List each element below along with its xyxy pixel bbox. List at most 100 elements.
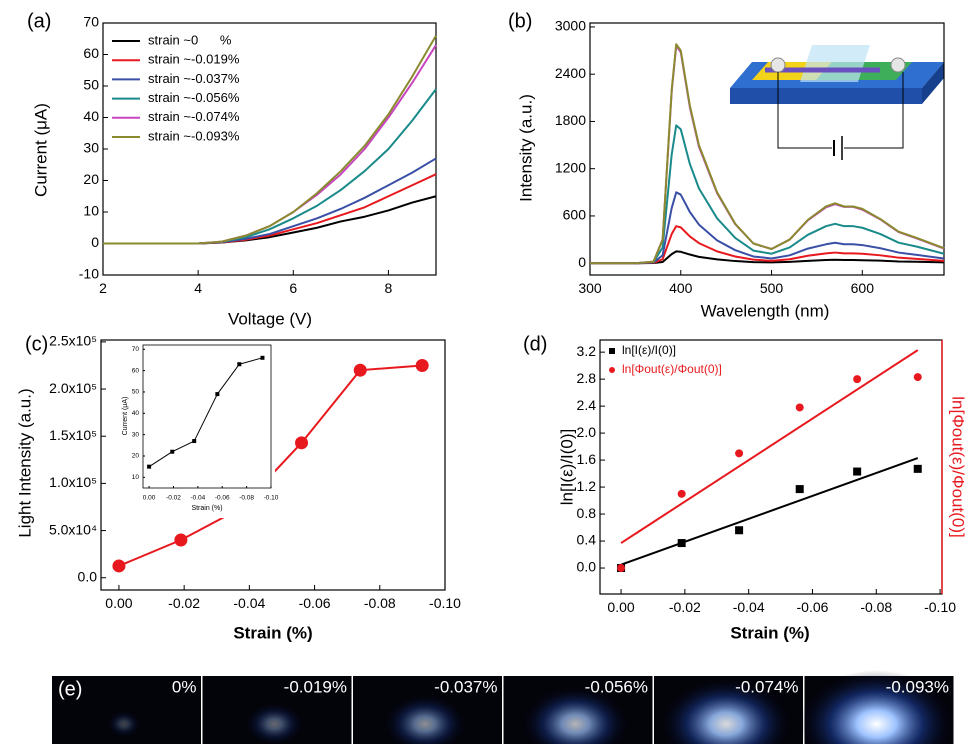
x-tick-label: -0.10: [924, 599, 956, 615]
y-tick-label: 3.2: [577, 343, 597, 359]
data-point: [853, 467, 862, 476]
emission-glow: [244, 702, 305, 744]
y-axis-label: Intensity (a.u.): [516, 94, 535, 202]
data-point: [913, 373, 922, 382]
emission-glow: [106, 710, 142, 738]
y-tick-label: 70: [83, 14, 99, 30]
frame-label: -0.019%: [284, 677, 347, 696]
x-tick-label: -0.08: [364, 595, 396, 611]
series-line: [590, 43, 945, 265]
x-tick-label: 0.00: [105, 595, 132, 611]
y-tick-label: 40: [132, 410, 140, 417]
legend-label: strain ~-0.037%: [148, 71, 240, 86]
y2-axis-label: ln[Φout(ε)/Φout(0)]: [949, 396, 968, 537]
plot-frame: [589, 22, 945, 276]
x-tick-label: 6: [289, 280, 297, 296]
data-point: [170, 449, 175, 454]
device-schematic: [730, 45, 944, 160]
series-line: [590, 191, 945, 265]
series-line: [590, 250, 945, 265]
y-tick-label: 600: [563, 207, 587, 223]
panel: 0.00 -0.02 -0.04 -0.06 -0.08 -0.10 10 20 30 40 50 6…: [122, 344, 279, 512]
data-point: [112, 559, 126, 573]
x-tick-label: 400: [669, 280, 693, 296]
data-point: [192, 439, 197, 444]
y-tick-label: 20: [132, 453, 140, 460]
y-tick-label: 0.8: [577, 505, 597, 521]
legend-swatch: [609, 348, 615, 354]
y-tick-label: 2.5x10⁵: [49, 333, 97, 349]
x-axis-label: Strain (%): [233, 623, 312, 642]
x-tick-label: 600: [851, 280, 875, 296]
frame-label: -0.056%: [585, 677, 648, 696]
y-tick-label: 2.4: [577, 397, 597, 413]
legend-swatch: [609, 367, 615, 373]
y-tick-label: 2.0: [577, 424, 597, 440]
legend-label: ln[Φout(ε)/Φout(0)]: [622, 362, 722, 376]
y-tick-label: 2.8: [577, 370, 597, 386]
y-tick-label: 60: [132, 367, 140, 374]
x-tick-label: -0.08: [239, 495, 254, 502]
y-tick-label: 0: [578, 254, 586, 270]
y-tick-label: -10: [79, 266, 99, 282]
x-tick-label: 0.00: [607, 599, 634, 615]
legend-label: strain ~-0.056%: [148, 90, 240, 105]
emission-glow: [660, 678, 792, 744]
data-point: [215, 392, 220, 397]
panel-label: (a): [27, 10, 51, 32]
y-tick-label: 20: [83, 171, 99, 187]
emission-glow: [383, 694, 467, 744]
data-point: [415, 358, 429, 372]
panel-label: (b): [508, 10, 532, 32]
y-tick-label: 70: [132, 346, 140, 353]
x-axis-label: Strain (%): [730, 623, 809, 642]
data-point: [677, 539, 686, 548]
panel: 300 400 500 600 0 600 1200 1800 2400 3000 Waveleng…: [508, 10, 945, 320]
panel-label: (e): [58, 678, 82, 700]
x-tick-label: -0.10: [264, 495, 279, 502]
x-tick-label: -0.06: [215, 495, 230, 502]
legend-label: strain ~-0.093%: [148, 128, 240, 143]
data-point: [677, 489, 686, 498]
x-tick-label: -0.02: [669, 599, 701, 615]
series-line: [103, 35, 437, 245]
x-tick-label: -0.02: [166, 495, 181, 502]
fit-line: [620, 349, 919, 544]
y-tick-label: 1.5x10⁵: [49, 427, 97, 443]
y-axis-label: Current (μA): [122, 397, 129, 436]
panel: 0.00 -0.02 -0.04 -0.06 -0.08 -0.10 0.0 0.4 0.8 1.…: [523, 333, 968, 642]
x-axis-label: Voltage (V): [228, 309, 312, 328]
data-point: [147, 464, 152, 469]
frame-label: -0.074%: [735, 677, 798, 696]
x-tick-label: 0.00: [143, 495, 156, 502]
data-point: [295, 436, 309, 450]
y-tick-label: 1.2: [577, 478, 597, 494]
y-tick-label: 50: [83, 77, 99, 93]
y-tick-label: 10: [83, 203, 99, 219]
y-tick-label: 50: [132, 389, 140, 396]
data-point: [260, 355, 265, 360]
y-axis-label: Light Intensity (a.u.): [15, 388, 34, 537]
data-point: [795, 403, 804, 412]
series-line: [103, 157, 437, 245]
data-point: [237, 362, 242, 367]
y-tick-label: 2.0x10⁵: [49, 380, 97, 396]
data-point: [617, 564, 626, 573]
legend-label: strain ~-0.074%: [148, 109, 240, 124]
y-tick-label: 1200: [555, 159, 586, 175]
frame-label: -0.093%: [886, 677, 949, 696]
data-point: [853, 375, 862, 384]
x-tick-label: -0.06: [797, 599, 829, 615]
x-axis-label: Wavelength (nm): [701, 301, 830, 320]
legend-label: ln[I(ε)/I(0)]: [622, 343, 676, 357]
x-tick-label: 500: [760, 280, 784, 296]
frame-label: -0.037%: [434, 677, 497, 696]
data-point: [795, 485, 804, 494]
y-tick-label: 0: [91, 234, 99, 250]
y-tick-label: 0.0: [577, 559, 597, 575]
panel-label: (c): [25, 333, 48, 355]
x-tick-label: -0.04: [733, 599, 765, 615]
series-line: [148, 357, 263, 468]
emission-glow: [798, 670, 955, 744]
